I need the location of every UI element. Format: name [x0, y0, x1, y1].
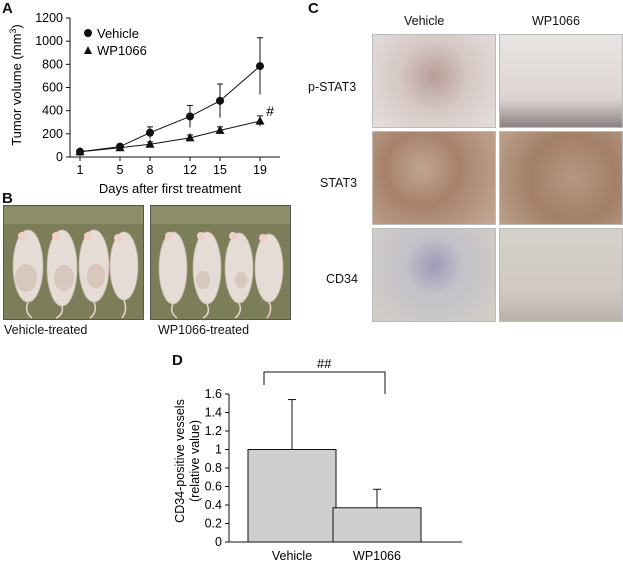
series-line-vehicle	[79, 65, 261, 153]
row-header-stat3: STAT3	[320, 176, 358, 190]
chart-d-ytick-label: 0.4	[205, 498, 222, 512]
data-point-wp1066	[185, 132, 195, 142]
chart-d-ylabel-line2: (relative value)	[188, 420, 202, 502]
vehicle-mice-photo	[3, 205, 144, 320]
wp1066-mice-illustration	[151, 206, 290, 319]
chart-a-xtick-label: 1	[77, 163, 84, 177]
chart-a-ylabel: Tumor volume (mm3)	[8, 24, 24, 146]
chart-a-xtick-label: 5	[117, 163, 124, 177]
chart-a-ytick-label: 0	[56, 150, 63, 164]
chart-d-ytick-label: 0	[215, 535, 222, 549]
chart-d-ytick-label: 0.2	[205, 517, 222, 531]
panel-letter-b: B	[2, 190, 13, 207]
legend-wp1066-marker	[84, 46, 92, 54]
legend-vehicle-marker	[84, 29, 92, 37]
chart-a-ytick-label: 600	[42, 81, 63, 95]
vehicle-mice-illustration	[4, 206, 143, 319]
data-point-vehicle	[146, 128, 154, 137]
category-label-vehicle: Vehicle	[272, 549, 312, 563]
data-point-vehicle	[256, 62, 264, 71]
bar-wp1066	[332, 507, 422, 543]
ihc-stat3-vehicle	[372, 131, 496, 225]
chart-a-ytick-label: 200	[42, 127, 63, 141]
row-header-cd34: CD34	[326, 272, 358, 286]
data-point-wp1066	[215, 125, 225, 134]
chart-d-ytick-label: 1	[215, 443, 222, 457]
significance-hash-d: ##	[317, 356, 332, 371]
chart-d-ytick-label: 0.8	[205, 461, 222, 475]
chart-a-xlabel: Days after first treatment	[99, 181, 242, 196]
panel-letter-a: A	[2, 0, 13, 17]
data-point-wp1066	[145, 139, 155, 148]
chart-a-ytick-label: 1200	[35, 11, 63, 25]
cd34-vessels-bar-chart: 0 0.2 0.4 0.6 0.8 1 1.2 1.4 1.6 Vehicle WP1066 CD…	[173, 356, 462, 563]
chart-a-ytick-label: 800	[42, 57, 63, 71]
column-header-wp1066: WP1066	[532, 14, 580, 28]
significance-hash-a: #	[266, 103, 274, 119]
ihc-stat3-wp1066	[499, 131, 623, 225]
panel-letter-d: D	[172, 352, 183, 369]
chart-d-ytick-label: 1.6	[205, 387, 222, 401]
vehicle-treated-caption: Vehicle-treated	[4, 323, 88, 337]
data-point-vehicle	[186, 112, 194, 121]
column-header-vehicle: Vehicle	[404, 14, 445, 28]
ihc-cd34-vehicle	[372, 228, 496, 322]
category-label-wp1066: WP1066	[353, 549, 401, 563]
legend-vehicle-label: Vehicle	[97, 26, 139, 41]
ihc-pstat3-vehicle	[372, 34, 496, 128]
chart-d-ytick-label: 1.2	[205, 424, 222, 438]
chart-d-ytick-label: 1.4	[205, 406, 222, 420]
chart-a-xtick-label: 12	[183, 163, 197, 177]
wp1066-treated-caption: WP1066-treated	[158, 323, 250, 337]
series-line-wp1066	[79, 120, 261, 153]
chart-a-xtick-label: 19	[253, 163, 267, 177]
legend-wp1066-label: WP1066	[97, 43, 147, 58]
significance-bracket	[263, 371, 386, 394]
wp1066-mice-photo	[150, 205, 291, 320]
chart-a-ytick-label: 400	[42, 104, 63, 118]
data-point-vehicle	[216, 96, 224, 105]
chart-a-xtick-label: 15	[213, 163, 227, 177]
chart-a-ytick-label: 1000	[35, 34, 63, 48]
chart-d-ylabel-line1: CD34-positive vessels	[173, 399, 187, 523]
row-header-pstat3: p-STAT3	[308, 80, 357, 94]
ihc-pstat3-wp1066	[499, 34, 623, 128]
chart-d-ytick-label: 0.6	[205, 480, 222, 494]
chart-a-xtick-label: 8	[147, 163, 154, 177]
data-point-wp1066	[75, 146, 85, 156]
data-point-wp1066	[255, 116, 265, 125]
ihc-cd34-wp1066	[499, 228, 623, 322]
bar-vehicle	[247, 449, 337, 543]
panel-letter-c: C	[308, 0, 319, 17]
data-point-wp1066	[115, 142, 125, 152]
